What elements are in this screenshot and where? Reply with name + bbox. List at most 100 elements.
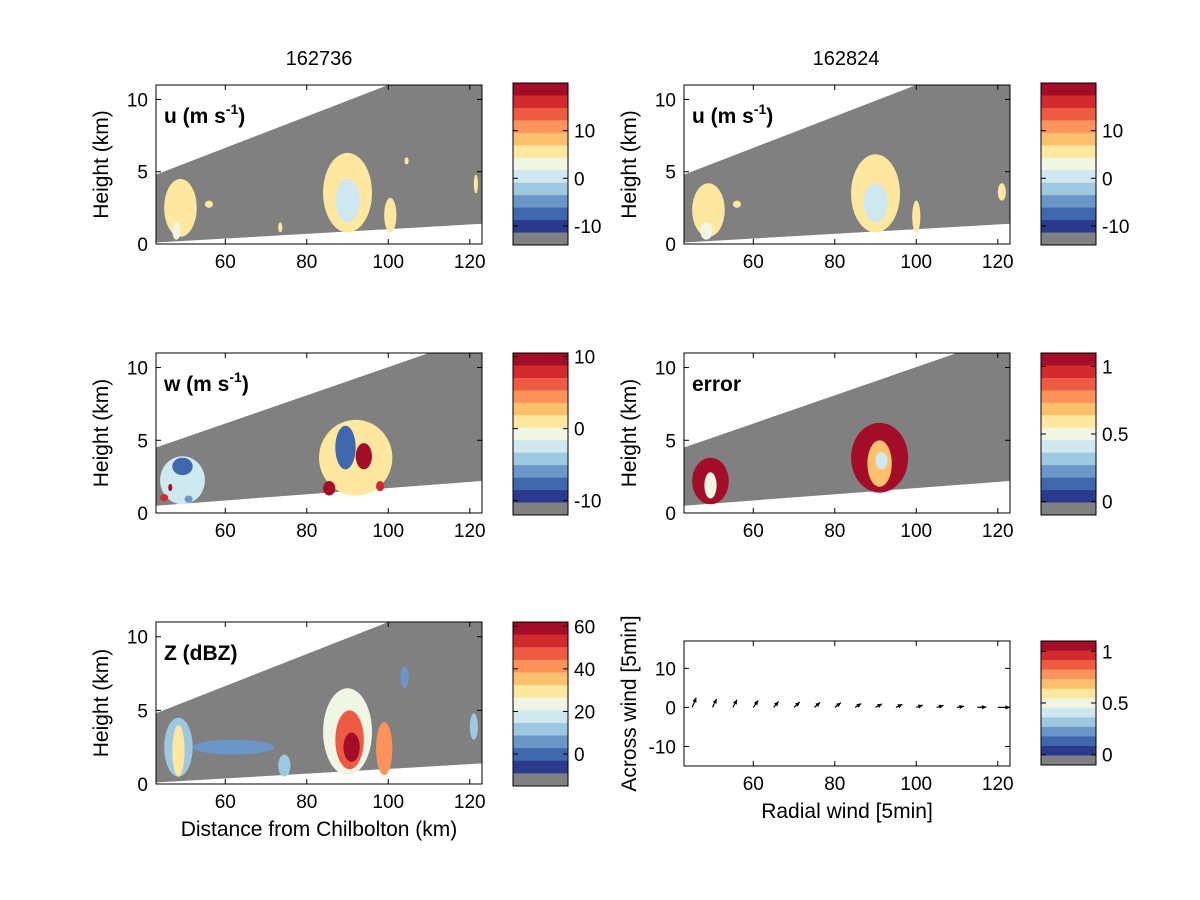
colorbar-segment	[513, 647, 568, 661]
colorbar-segment	[513, 490, 568, 504]
data-cell	[335, 425, 356, 470]
colorbar-segment	[513, 182, 568, 196]
colorbar-frame	[512, 82, 569, 246]
colorbar-segment	[513, 83, 568, 96]
wind-vector-head	[794, 701, 800, 707]
x-tick-label: 60	[215, 521, 236, 542]
colorbar-segment	[513, 672, 568, 686]
x-tick-label: 60	[215, 252, 236, 273]
panel-label-text: w (m s	[163, 373, 229, 396]
colorbar-segment	[1041, 120, 1096, 134]
colorbar-segment	[1041, 207, 1096, 221]
data-cell	[164, 178, 197, 237]
colorbar-segment	[1041, 726, 1096, 737]
radar-beam-region	[156, 85, 482, 243]
data-cell	[732, 200, 742, 208]
data-cell	[184, 495, 193, 503]
data-cell	[376, 722, 393, 776]
wind-vector-head	[877, 703, 883, 708]
y-tick-label: 10	[655, 659, 676, 680]
wind-vector-head	[856, 703, 862, 708]
data-cell	[172, 222, 181, 240]
column-title: 162824	[813, 48, 880, 70]
x-tick-label: 100	[900, 252, 932, 273]
y-tick-label: 0	[137, 235, 148, 256]
data-cell	[278, 754, 291, 777]
plot-area-error	[684, 353, 1010, 506]
radar-beam-region	[684, 85, 1010, 243]
colorbar-segment	[1041, 402, 1096, 416]
colorbar-tick-label: -10	[1102, 217, 1129, 238]
axes-frame	[155, 84, 483, 245]
colorbar-segment	[1041, 182, 1096, 196]
colorbar-segment	[513, 107, 568, 121]
colorbar-tick-label: 1	[1102, 642, 1113, 663]
data-cell	[168, 483, 173, 492]
colorbar-frame	[512, 352, 569, 516]
colorbar-segment	[513, 748, 568, 762]
colorbar-segment	[1041, 157, 1096, 171]
colorbar-segment	[513, 170, 568, 184]
panel-label-close: )	[242, 373, 249, 396]
colorbar-segment	[513, 132, 568, 146]
colorbar-segment	[1041, 427, 1096, 441]
wind-vector-head	[981, 705, 987, 710]
panel-label-text: error	[692, 373, 741, 396]
data-cell	[160, 494, 169, 502]
colorbar-tick-label: 0.5	[1102, 425, 1128, 446]
x-tick-label: 80	[296, 252, 317, 273]
colorbar-segment	[1041, 490, 1096, 504]
colorbar-segment	[513, 452, 568, 466]
colorbar-segment	[513, 195, 568, 209]
colorbar-segment	[1041, 650, 1096, 661]
colorbar-frame	[1040, 82, 1097, 246]
wind-vector-head	[753, 700, 759, 706]
colorbar-tick-label: -10	[574, 217, 601, 238]
x-tick-label: 60	[743, 521, 764, 542]
wind-vector-head	[917, 704, 923, 709]
data-cell	[172, 725, 185, 777]
wind-vector-head	[815, 702, 821, 707]
y-tick-label: 0	[137, 775, 148, 796]
colorbar-frame	[512, 621, 569, 787]
y-axis-label: Height (km)	[90, 110, 113, 219]
y-tick-label: 5	[137, 163, 148, 184]
y-axis-label: Height (km)	[90, 649, 113, 758]
colorbar-segment	[1041, 745, 1096, 756]
panel-label-close: )	[238, 105, 245, 128]
x-tick-label: 100	[372, 521, 404, 542]
plot-area-u-left	[156, 85, 482, 243]
colorbar-tick-label: 60	[574, 617, 595, 638]
data-cell	[912, 200, 921, 233]
panel-label-close: )	[766, 105, 773, 128]
x-tick-label: 120	[454, 252, 486, 273]
x-tick-label: 120	[982, 252, 1014, 273]
colorbar-segment	[1041, 755, 1096, 766]
colorbar-segment	[513, 502, 568, 516]
colorbar-segment	[1041, 232, 1096, 246]
data-cell	[875, 451, 888, 470]
colorbar-segment	[513, 95, 568, 109]
y-tick-label: 10	[655, 90, 676, 111]
y-tick-label: 10	[127, 628, 148, 649]
colorbar-tick-label: 0	[574, 745, 585, 766]
x-tick-label: 60	[743, 774, 764, 795]
y-tick-label: 0	[137, 504, 148, 525]
wind-vector-head	[712, 698, 717, 704]
colorbar-segment	[1041, 390, 1096, 404]
y-axis-label: Height (km)	[618, 379, 641, 488]
colorbar-segment	[513, 353, 568, 366]
colorbar-segment	[1041, 83, 1096, 96]
colorbar-segment	[1041, 145, 1096, 159]
data-cell	[160, 456, 205, 505]
y-tick-label: 0	[665, 698, 676, 719]
data-cell	[335, 178, 360, 223]
panel-label-text: Z (dBZ)	[164, 642, 237, 665]
colorbar-segment	[1041, 195, 1096, 209]
data-cell	[700, 222, 713, 240]
panel-label-superscript: -1	[229, 369, 242, 385]
colorbar-tick-label: 0	[1102, 493, 1113, 514]
data-cell	[384, 197, 397, 233]
x-tick-label: 60	[215, 792, 236, 813]
